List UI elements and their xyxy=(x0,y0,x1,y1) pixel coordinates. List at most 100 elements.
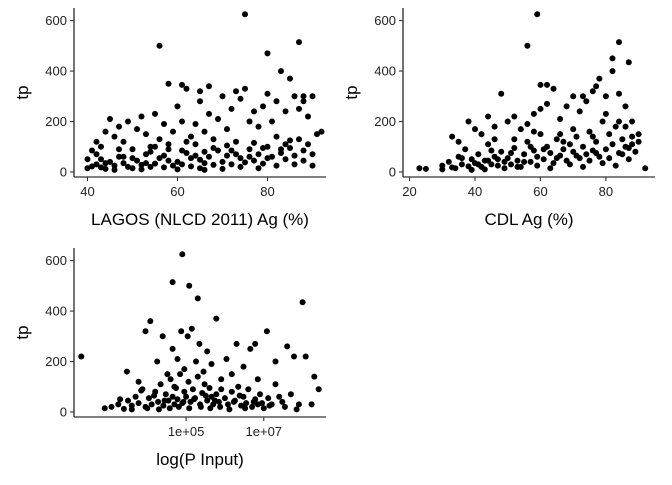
data-point xyxy=(219,93,226,100)
data-point xyxy=(606,131,613,138)
data-point xyxy=(93,161,100,168)
data-point xyxy=(101,405,108,412)
data-point xyxy=(299,299,306,306)
data-point xyxy=(211,397,218,404)
data-point xyxy=(161,397,168,404)
data-point xyxy=(221,395,228,402)
data-point xyxy=(138,387,145,394)
data-point xyxy=(197,156,203,163)
data-point xyxy=(210,145,217,151)
data-point xyxy=(224,152,230,159)
data-point xyxy=(120,153,127,160)
data-point xyxy=(217,403,224,410)
data-point xyxy=(501,165,508,172)
data-point xyxy=(279,398,286,405)
data-point xyxy=(228,105,235,112)
y-tick-label: 200 xyxy=(45,114,67,129)
data-point xyxy=(475,161,482,168)
data-point xyxy=(117,396,124,403)
data-point xyxy=(458,161,465,168)
data-point xyxy=(154,358,161,365)
data-point xyxy=(550,160,557,167)
data-point xyxy=(511,136,518,143)
data-point xyxy=(116,123,122,130)
data-point xyxy=(84,156,91,163)
data-point xyxy=(228,161,235,168)
y-tick-label: 600 xyxy=(374,13,396,28)
data-point xyxy=(287,391,294,398)
data-point xyxy=(123,368,130,375)
data-point xyxy=(583,151,590,158)
x-tick-label: 80 xyxy=(260,184,274,199)
data-point xyxy=(566,161,573,168)
data-point xyxy=(287,145,293,151)
data-point xyxy=(181,388,188,395)
data-point xyxy=(194,373,201,380)
data-point xyxy=(120,405,127,412)
data-point xyxy=(246,153,253,160)
data-point xyxy=(254,376,261,383)
data-point xyxy=(170,128,176,135)
data-point xyxy=(165,141,172,148)
data-point xyxy=(169,393,176,400)
data-point xyxy=(145,395,152,402)
y-tick-label: 0 xyxy=(389,164,396,179)
data-point xyxy=(152,143,158,150)
data-point xyxy=(89,147,95,154)
data-point xyxy=(255,123,262,130)
data-point xyxy=(134,157,140,164)
data-point xyxy=(593,83,600,90)
data-point xyxy=(445,158,452,165)
data-point xyxy=(179,81,185,88)
data-point xyxy=(219,165,226,172)
data-point xyxy=(242,11,248,18)
data-point xyxy=(589,133,596,140)
data-point xyxy=(566,141,573,148)
data-point xyxy=(291,93,298,100)
data-point xyxy=(534,153,541,160)
data-point xyxy=(188,155,194,162)
data-point xyxy=(260,103,266,110)
data-point xyxy=(228,147,235,154)
data-point xyxy=(201,381,208,388)
data-point xyxy=(138,161,145,168)
data-point xyxy=(226,406,233,413)
data-point xyxy=(260,160,266,167)
data-point xyxy=(616,39,622,46)
data-point xyxy=(537,105,544,112)
data-point xyxy=(264,90,271,97)
data-point xyxy=(93,138,100,145)
scatter-points xyxy=(84,11,325,173)
data-point xyxy=(174,396,181,403)
data-point xyxy=(291,161,298,168)
data-point xyxy=(257,391,263,398)
data-point xyxy=(228,371,235,378)
data-point xyxy=(218,386,225,393)
data-point xyxy=(259,400,265,407)
data-point xyxy=(108,403,115,410)
data-point xyxy=(534,11,541,18)
data-point xyxy=(265,395,272,402)
data-point xyxy=(491,123,498,130)
data-point xyxy=(266,402,273,409)
data-point xyxy=(629,118,636,125)
data-point xyxy=(200,368,207,375)
data-point xyxy=(300,93,307,100)
data-point xyxy=(189,386,196,393)
data-point xyxy=(553,155,560,162)
data-point xyxy=(302,353,309,360)
data-point xyxy=(596,75,603,82)
data-point xyxy=(175,403,182,410)
data-point xyxy=(612,162,619,169)
data-point xyxy=(213,391,220,398)
data-point xyxy=(207,405,214,412)
data-point xyxy=(602,93,609,100)
data-point xyxy=(494,156,501,163)
data-point xyxy=(120,138,127,145)
data-point xyxy=(311,373,318,380)
data-point xyxy=(233,340,240,347)
data-point xyxy=(201,128,208,135)
data-point xyxy=(599,118,606,125)
data-point xyxy=(264,155,271,162)
data-point xyxy=(593,150,600,156)
